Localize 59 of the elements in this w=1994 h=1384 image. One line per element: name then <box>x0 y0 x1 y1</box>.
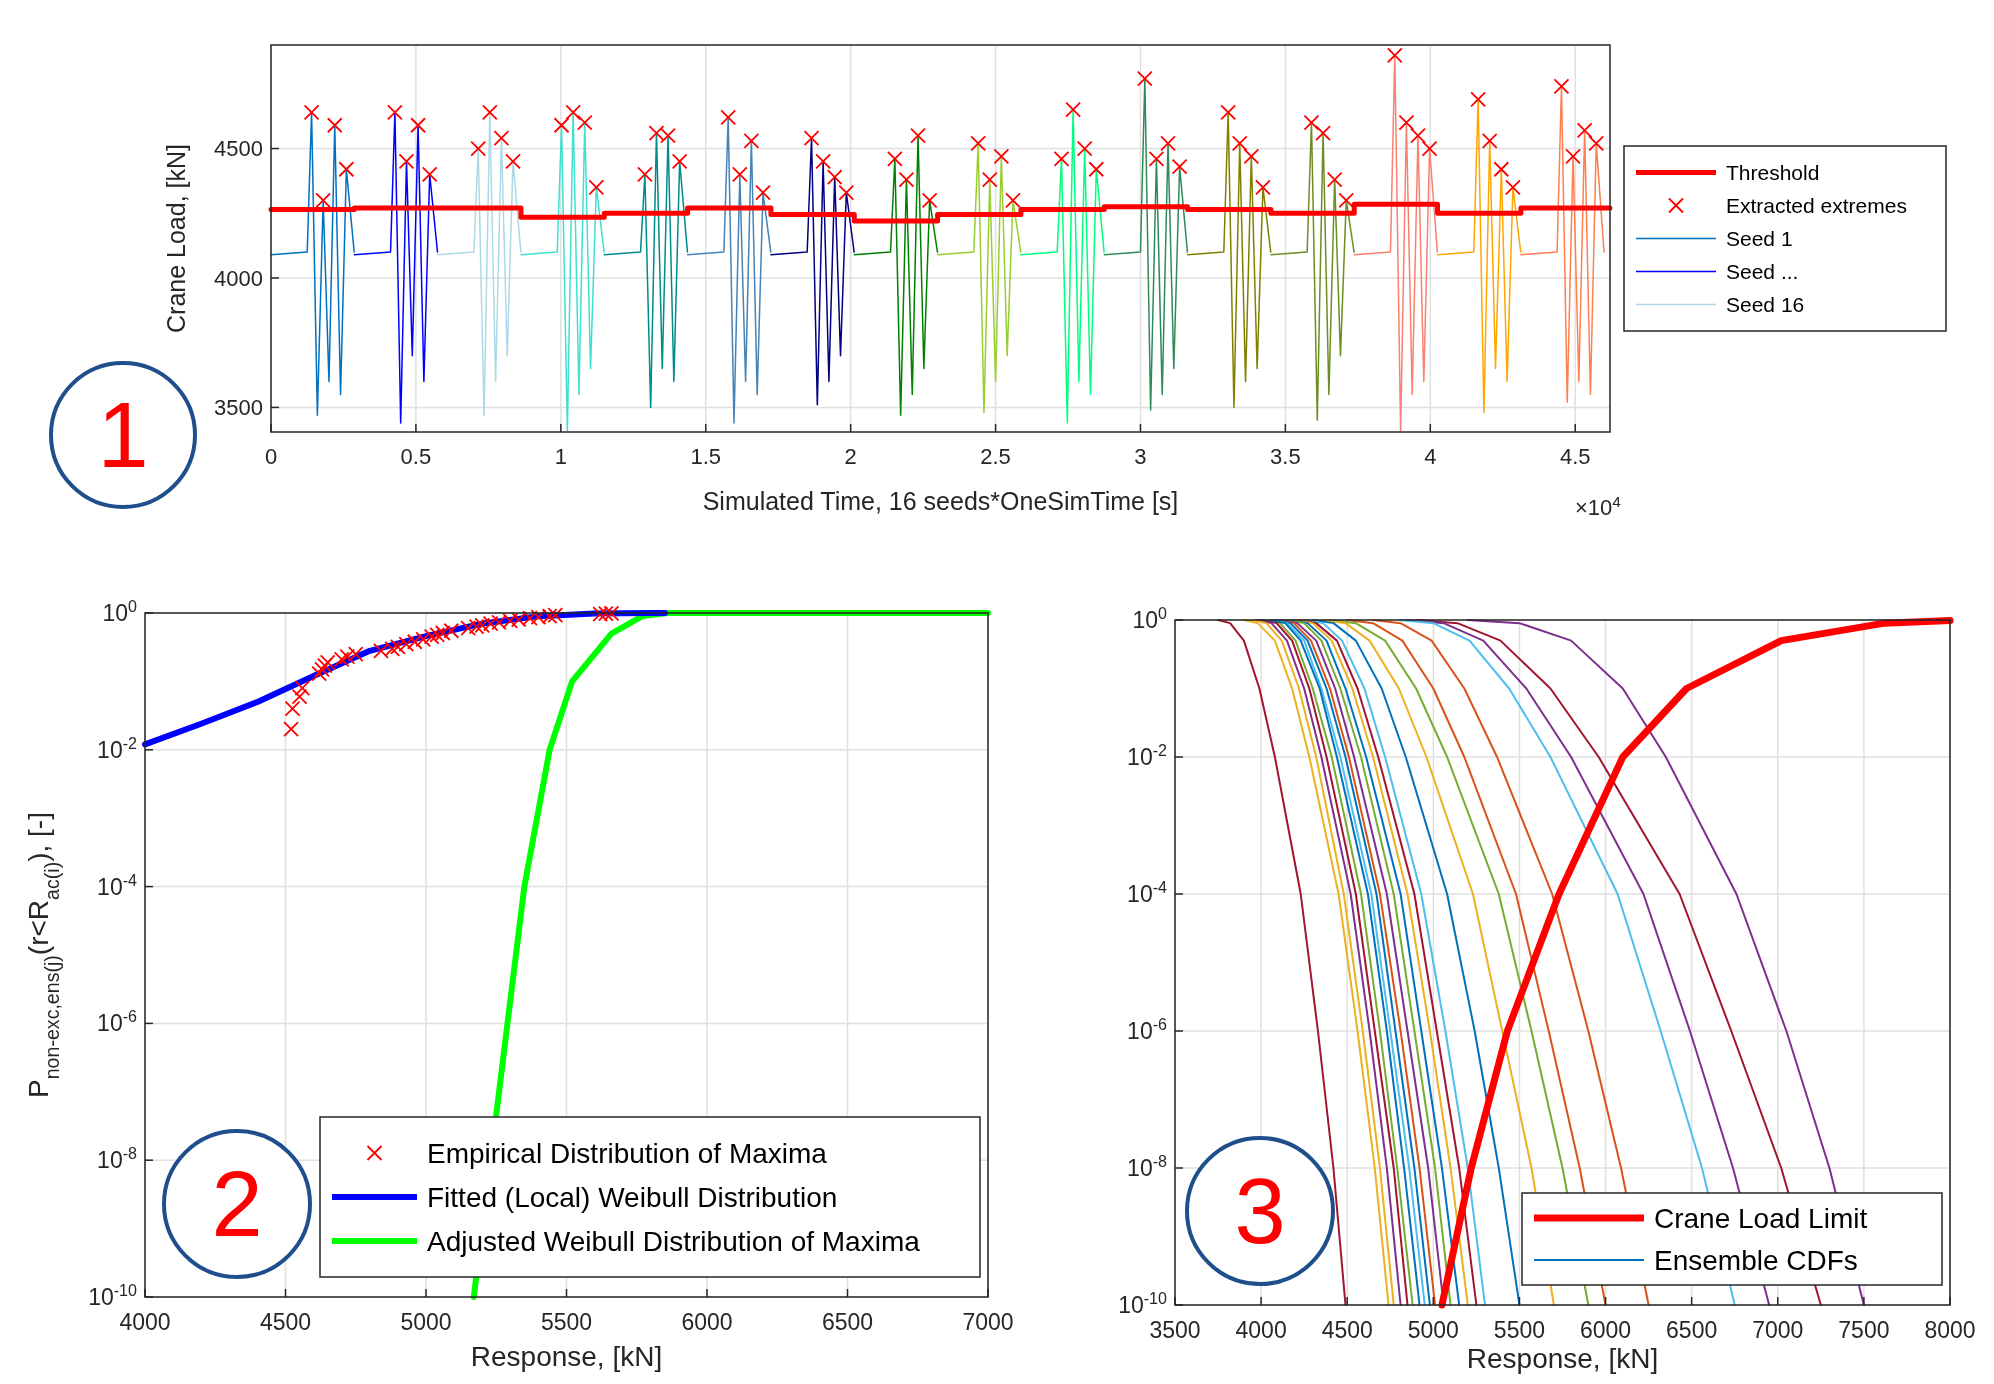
x-tick-label: 4000 <box>119 1309 171 1335</box>
y-tick-label: 10$^{-6}$ <box>1127 1015 1168 1045</box>
x-tick-label: 4000 <box>1235 1317 1287 1343</box>
x-tick-label: 4.5 <box>1559 444 1591 469</box>
legend-label: Seed 1 <box>1726 226 1793 250</box>
x-tick-label: 5000 <box>1407 1317 1459 1343</box>
legend-label: Extracted extremes <box>1726 193 1907 217</box>
annotation: 3 <box>1234 1160 1286 1262</box>
legend-label: Seed ... <box>1726 259 1799 283</box>
y-tick-label: 10$^{0}$ <box>1132 604 1168 634</box>
x-axis-title: Response, [kN] <box>470 1341 663 1372</box>
y-tick-label: 4000 <box>214 265 263 291</box>
x-tick-label: 1.5 <box>690 444 722 469</box>
y-tick-label: 10$^{-8}$ <box>97 1144 138 1174</box>
y-tick-label: 10$^{-2}$ <box>97 733 138 763</box>
legend-label: Seed 16 <box>1726 292 1805 316</box>
y-tick-label: 3500 <box>214 395 263 421</box>
x-tick-label: 3500 <box>1149 1317 1201 1343</box>
x-tick-label: 4500 <box>259 1309 312 1335</box>
legend-label: Ensemble CDFs <box>1654 1244 1858 1276</box>
y-tick-label: 10$^{0}$ <box>102 597 138 627</box>
x-tick-label: 0.5 <box>400 444 432 469</box>
y-tick-label: 10$^{-10}$ <box>88 1281 138 1311</box>
x-tick-label: 4 <box>1424 444 1437 469</box>
y-tick-label: 10$^{-8}$ <box>1127 1152 1168 1182</box>
x-tick-label: 4500 <box>1321 1317 1373 1343</box>
x-tick-label: 8000 <box>1924 1317 1976 1343</box>
legend-label: Crane Load Limit <box>1654 1202 1868 1234</box>
y-tick-label: 10$^{-10}$ <box>1118 1289 1168 1319</box>
x-tick-label: 6500 <box>1666 1317 1718 1343</box>
x-axis-title: Simulated Time, 16 seeds*OneSimTime [s] <box>702 487 1179 515</box>
legend-label: Empirical Distribution of Maxima <box>427 1137 828 1169</box>
x-tick-label: 2.5 <box>980 444 1011 469</box>
x-tick-label: 6000 <box>1579 1317 1632 1343</box>
legend-label: Fitted (Local) Weibull Distribution <box>427 1181 838 1213</box>
x-tick-label: 7000 <box>962 1309 1014 1335</box>
annotation: 2 <box>211 1153 263 1255</box>
x-tick-label: 3 <box>1134 444 1147 469</box>
x-tick-label: 1 <box>554 444 567 469</box>
x-tick-label: 7500 <box>1838 1317 1890 1343</box>
y-tick-label: 4500 <box>214 136 263 162</box>
x-tick-label: 5000 <box>400 1309 452 1335</box>
y-axis-title: Crane Load, [kN] <box>162 144 190 333</box>
x-tick-label: 6500 <box>821 1309 874 1335</box>
x-tick-label: 6000 <box>681 1309 733 1335</box>
y-tick-label: 10$^{-6}$ <box>97 1007 138 1037</box>
text: ×10$^{4}$ <box>1575 492 1622 520</box>
x-tick-label: 0 <box>264 444 278 469</box>
x-tick-label: 7000 <box>1752 1317 1804 1343</box>
y-tick-label: 10$^{-4}$ <box>97 870 138 900</box>
x-tick-label: 2 <box>844 444 857 469</box>
x-axis-title: Response, [kN] <box>1466 1343 1659 1374</box>
y-tick-label: 10$^{-4}$ <box>1127 878 1168 908</box>
x-tick-label: 5500 <box>1493 1317 1546 1343</box>
x-tick-label: 5500 <box>540 1309 593 1335</box>
y-tick-label: 10$^{-2}$ <box>1127 741 1168 771</box>
x-tick-label: 3.5 <box>1270 444 1301 469</box>
legend-label: Threshold <box>1726 160 1820 184</box>
legend-label: Adjusted Weibull Distribution of Maxima <box>427 1225 921 1257</box>
